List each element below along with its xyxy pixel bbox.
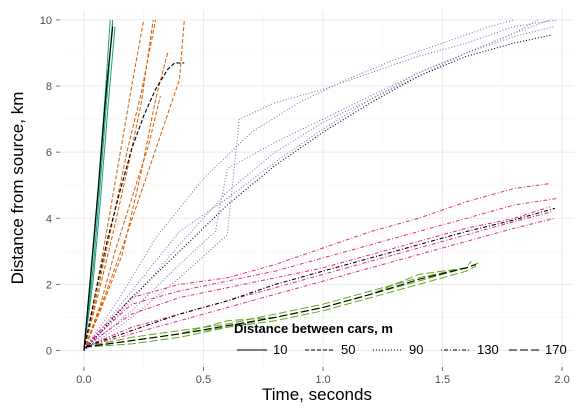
y-axis-title: Distance from source, km <box>8 92 27 285</box>
mean-line-130m <box>83 207 556 348</box>
run-line-130m-3 <box>83 206 551 348</box>
run-line-170m-2 <box>83 262 479 348</box>
legend-title: Distance between cars, m <box>234 321 393 336</box>
run-line-50m-3 <box>83 19 157 351</box>
legend-keys: 10 50 90 130 170 <box>237 342 567 357</box>
x-tick-label: 1.5 <box>435 374 450 386</box>
run-line-50m-2 <box>83 19 154 351</box>
y-tick-label: 6 <box>46 147 52 159</box>
y-tick-label: 4 <box>46 213 52 225</box>
y-tick-label: 0 <box>46 345 52 357</box>
mean-line-90m <box>83 34 553 351</box>
legend: Distance between cars, m 10 50 90 130 170 <box>234 321 567 357</box>
mean-line-170m <box>83 263 477 348</box>
run-line-50m-6 <box>83 19 185 351</box>
legend-label-10: 10 <box>273 342 287 357</box>
mean-lines <box>83 26 556 351</box>
legend-label-170: 170 <box>545 342 567 357</box>
y-tick-label: 8 <box>46 81 52 93</box>
legend-label-130: 130 <box>477 342 499 357</box>
mean-line-50m <box>83 62 185 351</box>
run-line-170m-3 <box>83 265 477 348</box>
axis-ticks: 0.0 0.5 1.0 1.5 2.0 0 2 4 6 8 10 <box>40 15 570 386</box>
x-tick-label: 2.0 <box>554 374 569 386</box>
x-tick-label: 0.5 <box>196 374 211 386</box>
y-tick-label: 10 <box>40 15 52 27</box>
mean-line-10m <box>83 26 114 351</box>
legend-label-90: 90 <box>409 342 423 357</box>
y-tick-label: 2 <box>46 279 52 291</box>
run-line-130m-1 <box>83 183 551 348</box>
x-axis-title: Time, seconds <box>262 385 372 404</box>
run-line-50m-4 <box>83 95 161 351</box>
run-line-90m-4 <box>83 19 558 351</box>
run-line-90m-2 <box>83 19 515 351</box>
run-line-130m-4 <box>83 211 553 348</box>
run-line-10m-5 <box>83 26 116 351</box>
panel-background <box>60 10 574 367</box>
run-line-50m-5 <box>83 52 169 351</box>
run-line-130m-2 <box>83 197 558 348</box>
run-line-130m-5 <box>83 217 556 348</box>
run-line-90m-3 <box>83 26 556 351</box>
legend-label-50: 50 <box>341 342 355 357</box>
x-tick-label: 0.0 <box>76 374 91 386</box>
x-tick-label: 1.0 <box>315 374 330 386</box>
